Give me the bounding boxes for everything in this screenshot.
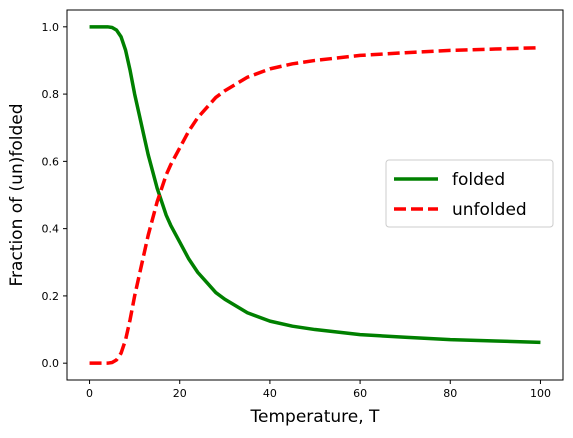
- legend: folded unfolded: [385, 159, 554, 228]
- x-tick-label: 0: [86, 387, 93, 400]
- y-axis-label: Fraction of (un)folded: [7, 103, 27, 286]
- x-axis-label: Temperature, T: [250, 407, 380, 427]
- x-axis-ticks: 0 20 40 60 80 100: [86, 380, 551, 400]
- y-tick-label: 0.8: [42, 88, 60, 101]
- x-tick-label: 20: [173, 387, 187, 400]
- legend-box: [385, 159, 554, 228]
- series-layer: [89, 25, 541, 365]
- legend-label-unfolded: unfolded: [452, 200, 527, 220]
- series-line-unfolded: [89, 45, 541, 365]
- y-tick-label: 0.0: [42, 357, 60, 370]
- y-tick-label: 0.4: [42, 223, 60, 236]
- y-tick-label: 0.6: [42, 155, 60, 168]
- y-tick-label: 0.2: [42, 290, 60, 303]
- x-tick-label: 80: [443, 387, 457, 400]
- y-tick-label: 1.0: [42, 21, 60, 34]
- legend-label-folded: folded: [452, 170, 505, 190]
- x-tick-label: 60: [353, 387, 367, 400]
- series-line-folded: [89, 25, 541, 345]
- plot-frame: [66, 9, 564, 381]
- y-axis-ticks: 0.0 0.2 0.4 0.6 0.8 1.0: [42, 21, 67, 370]
- x-tick-label: 100: [530, 387, 551, 400]
- x-tick-label: 40: [263, 387, 277, 400]
